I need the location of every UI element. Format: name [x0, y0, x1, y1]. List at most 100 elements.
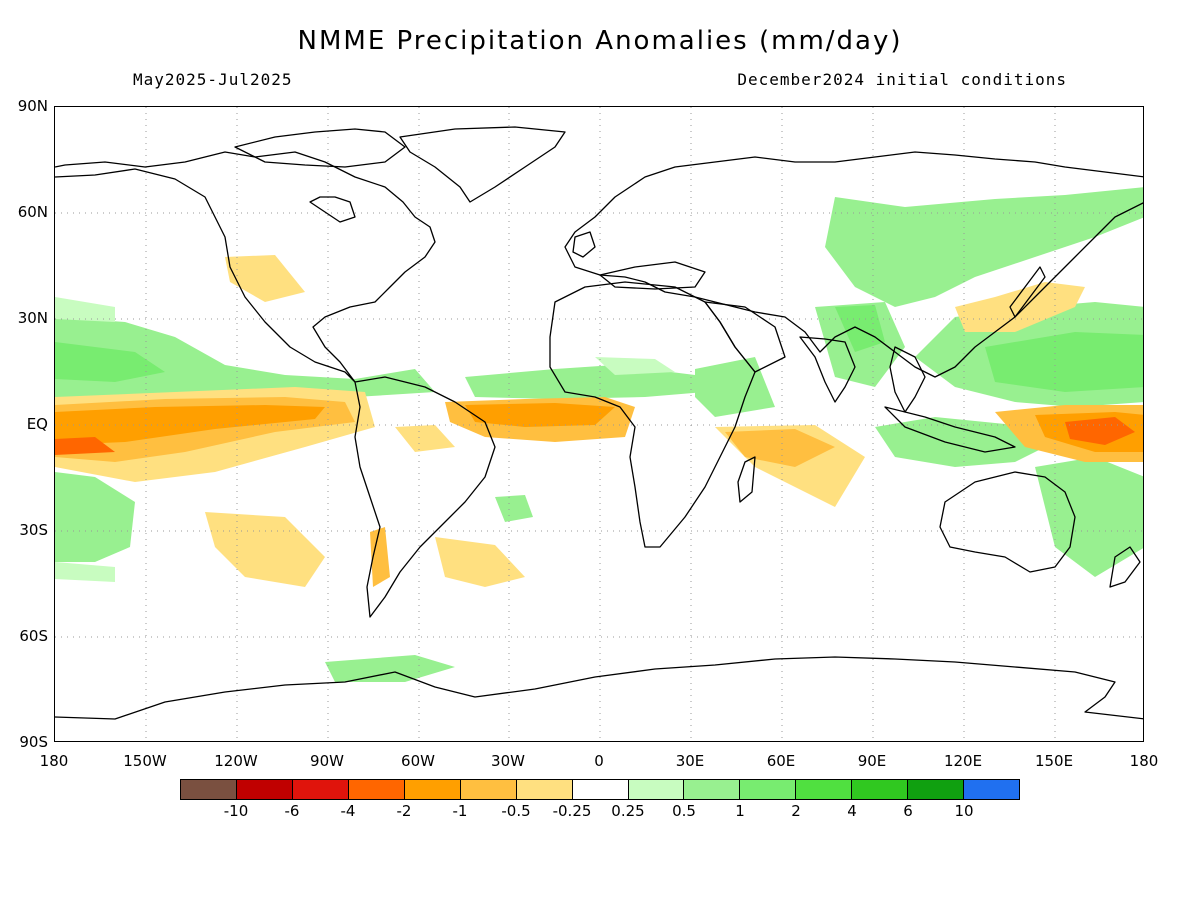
coast-japan [1009, 266, 1046, 318]
colorbar-label: 4 [847, 802, 857, 820]
dry-light-south-america [395, 425, 455, 452]
coast-eurasia [564, 151, 1143, 378]
colorbar-label: 0.25 [611, 802, 645, 820]
colorbar-swatch [181, 780, 237, 799]
coast-australia [939, 471, 1076, 573]
initial-conditions: December2024 initial conditions [737, 70, 1067, 89]
coast-south-america [354, 376, 496, 618]
lon-label-180e: 180 [1129, 752, 1159, 770]
lon-label-180w: 180 [39, 752, 69, 770]
lon-label-60w: 60W [401, 752, 435, 770]
colorbar-swatch [292, 780, 349, 799]
colorbar-label: 0.5 [672, 802, 696, 820]
wet-east-pacific-north [55, 317, 435, 405]
map-gridlines [55, 107, 1143, 741]
colorbar-swatch [796, 780, 853, 799]
lat-label-60n: 60N [17, 203, 48, 221]
dry-light-south-pacific [205, 512, 325, 587]
coast-southeast-asia [889, 346, 926, 413]
anomaly-map [55, 107, 1143, 741]
colorbar-swatch [684, 780, 741, 799]
wet-north-pacific [825, 187, 1143, 307]
colorbar-label: -10 [223, 802, 249, 820]
colorbar-label: -0.25 [552, 802, 592, 820]
coast-british-isles [572, 231, 596, 258]
strong-wet-anomalies [55, 305, 1143, 392]
wet-core-east-pacific [55, 342, 165, 382]
colorbar [180, 779, 1020, 800]
coast-arctic-islands [234, 128, 406, 168]
dry-strong-atlantic [465, 403, 615, 427]
coast-arabia [704, 301, 786, 373]
coast-madagascar [737, 456, 756, 503]
colorbar-label: 2 [791, 802, 801, 820]
wet-core-bay-of-bengal [835, 305, 885, 352]
colorbar-label: 6 [903, 802, 913, 820]
coast-mediterranean [599, 261, 706, 290]
lon-label-30w: 30W [491, 752, 525, 770]
lon-label-0: 0 [594, 752, 604, 770]
forecast-period: May2025-Jul2025 [133, 70, 293, 89]
coast-antarctica [55, 656, 1143, 720]
dry-light-us-southwest [225, 255, 305, 302]
colorbar-swatch [908, 780, 965, 799]
lon-label-120e: 120E [943, 752, 983, 770]
chart-title: NMME Precipitation Anomalies (mm/day) [297, 26, 903, 56]
colorbar-swatch [852, 780, 909, 799]
lat-label-30n: 30N [17, 309, 48, 327]
colorbar-swatch [516, 780, 573, 799]
dry-strong-east-pacific [55, 405, 325, 445]
wet-south-pacific [1035, 457, 1143, 577]
colorbar-label: -6 [284, 802, 300, 820]
dry-vstrong-east-pacific [55, 437, 115, 455]
lon-label-90w: 90W [310, 752, 344, 770]
colorbar-label: 1 [735, 802, 745, 820]
coast-new-zealand [1109, 546, 1141, 588]
dry-light-south-atlantic [435, 537, 525, 587]
colorbar-label: 10 [954, 802, 974, 820]
coast-hudson-bay [309, 196, 356, 223]
wet-antarctic [325, 655, 455, 682]
lon-label-120w: 120W [214, 752, 258, 770]
lat-label-90s: 90S [19, 733, 48, 751]
wet-light-east-africa [595, 357, 675, 375]
coast-indonesia [884, 406, 1016, 453]
lon-label-60e: 60E [766, 752, 796, 770]
lon-label-150e: 150E [1034, 752, 1074, 770]
wet-africa-east [695, 357, 775, 417]
colorbar-swatch [740, 780, 797, 799]
colorbar-swatch [348, 780, 405, 799]
colorbar-label: -2 [396, 802, 412, 820]
lon-label-150w: 150W [123, 752, 167, 770]
wet-light-subtropics-north [55, 297, 115, 322]
light-wet-anomalies [55, 297, 675, 582]
colorbar-swatch [628, 780, 685, 799]
colorbar-swatch [404, 780, 461, 799]
map-frame [54, 106, 1144, 742]
very-strong-dry-anomalies [55, 417, 1135, 455]
coast-greenland [399, 126, 566, 203]
lat-label-eq: EQ [26, 415, 48, 433]
lat-label-30s: 30S [19, 521, 48, 539]
colorbar-swatch [964, 780, 1020, 799]
coast-india [799, 336, 856, 403]
wet-core-west-pacific [985, 332, 1143, 392]
colorbar-label: -1 [452, 802, 468, 820]
colorbar-label: -0.5 [501, 802, 531, 820]
colorbar-swatch [236, 780, 293, 799]
lon-label-90e: 90E [857, 752, 887, 770]
colorbar-label: -4 [340, 802, 356, 820]
dry-light-north-pacific-east-asia [955, 282, 1085, 332]
lon-label-30e: 30E [675, 752, 705, 770]
wet-south-atlantic [495, 495, 533, 522]
colorbar-swatch [460, 780, 517, 799]
dry-chile [370, 527, 390, 587]
lat-label-60s: 60S [19, 627, 48, 645]
lat-label-90n: 90N [17, 97, 48, 115]
dry-vstrong-west-pacific [1065, 417, 1135, 445]
coastlines [55, 126, 1143, 720]
colorbar-swatch [572, 780, 629, 799]
wet-east-pacific-south [55, 472, 135, 562]
wet-light-south-pacific [55, 562, 115, 582]
dry-indian-ocean [725, 429, 835, 467]
